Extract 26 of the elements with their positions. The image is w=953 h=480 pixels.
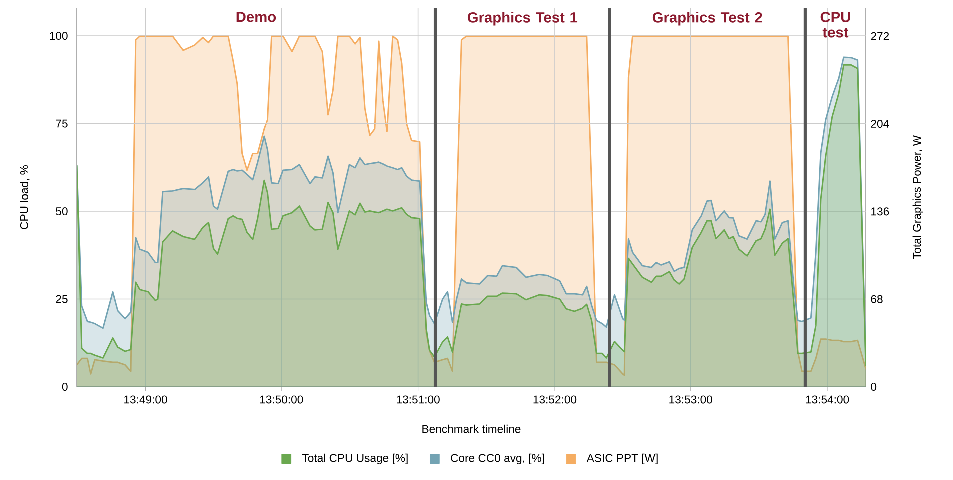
y2-tick-label: 136 xyxy=(872,208,890,216)
y2-tick-label: 204 xyxy=(871,120,890,128)
y2-tick-label: 272 xyxy=(871,32,890,40)
x-tick-label: 13:54:00 xyxy=(806,396,850,404)
annotation: Demo xyxy=(236,12,276,22)
annotation: Graphics Test 1 xyxy=(468,12,578,26)
x-tick-label: 13:49:00 xyxy=(124,396,168,404)
legend-label: Total CPU Usage [%] xyxy=(302,454,408,464)
y-axis-title: CPU load, % xyxy=(20,165,30,230)
y-tick-label: 50 xyxy=(56,208,68,216)
y2-tick-label: 0 xyxy=(871,382,877,392)
y-tick-label: 100 xyxy=(50,32,68,40)
x-tick-label: 13:53:00 xyxy=(670,396,712,404)
x-tick-label: 13:50:00 xyxy=(260,396,304,404)
y-tick-label: 25 xyxy=(56,295,68,304)
x-tick-label: 13:52:00 xyxy=(534,396,577,404)
y2-tick-label: 68 xyxy=(871,295,883,304)
y-tick-label: 0 xyxy=(62,382,68,392)
annotation: CPU test xyxy=(820,12,850,38)
legend-label: Core CC0 avg, [%] xyxy=(451,454,544,464)
x-tick-label: 13:51:00 xyxy=(397,396,440,404)
y-tick-label: 75 xyxy=(56,120,68,128)
y2-axis-title: Total Graphics Power, W xyxy=(912,136,924,260)
x-axis-title: Benchmark timeline xyxy=(422,424,521,434)
legend-label: ASIC PPT [W] xyxy=(586,454,658,464)
annotation: Graphics Test 2 xyxy=(652,12,762,26)
